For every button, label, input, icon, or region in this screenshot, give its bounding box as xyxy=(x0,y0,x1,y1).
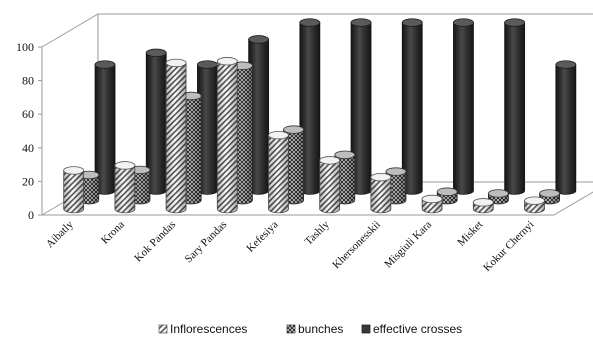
bar-inflorescences xyxy=(472,198,494,214)
legend-swatch xyxy=(286,324,296,334)
legend-label: effective crosses xyxy=(373,322,462,336)
bar-effective-crosses xyxy=(401,18,423,195)
legend-label: Inflorescences xyxy=(170,322,247,336)
y-tick-label: 20 xyxy=(22,174,34,188)
y-tick-label: 100 xyxy=(16,40,34,54)
bar-inflorescences xyxy=(421,194,443,214)
bar-inflorescences xyxy=(370,172,392,214)
bar-inflorescences xyxy=(319,156,341,214)
x-category-label: Kokur Chernyi xyxy=(481,219,536,274)
y-tick-label: 60 xyxy=(22,107,34,121)
x-category-label: Kefesiya xyxy=(244,219,280,255)
bar-inflorescences xyxy=(63,166,85,214)
x-category-label: Khersonesskii xyxy=(330,219,383,272)
y-tick-label: 40 xyxy=(22,141,34,155)
x-category-label: Misgiuli Kara xyxy=(382,219,434,271)
x-category-label: Sary Pandas xyxy=(183,219,230,266)
bar-effective-crosses xyxy=(504,18,526,195)
x-category-label: Tashly xyxy=(303,218,332,247)
legend-item-bunches: bunches xyxy=(286,322,343,336)
x-category-label: Misket xyxy=(455,219,485,249)
legend-item-effective-crosses: effective crosses xyxy=(361,322,462,336)
x-category-label: Aibatly xyxy=(44,218,76,250)
bar-inflorescences xyxy=(165,58,187,214)
x-category-label: Kok Pandas xyxy=(132,219,178,265)
bar-effective-crosses xyxy=(453,18,474,195)
legend-label: bunches xyxy=(298,322,343,336)
bar-effective-crosses xyxy=(555,60,577,195)
x-category-label: Krona xyxy=(99,219,127,247)
bar-effective-crosses xyxy=(248,35,270,195)
bar-inflorescences xyxy=(216,57,238,214)
bar-inflorescences xyxy=(268,130,289,214)
y-tick-label: 0 xyxy=(28,208,34,222)
y-tick-label: 80 xyxy=(22,74,34,88)
bar-effective-crosses xyxy=(350,18,372,195)
legend-swatch xyxy=(158,324,168,334)
legend-swatch xyxy=(361,324,371,334)
bar-inflorescences xyxy=(114,161,136,214)
bar-effective-crosses xyxy=(299,18,321,195)
legend-item-inflorescences: Inflorescences xyxy=(158,322,247,336)
bar-inflorescences xyxy=(524,196,545,214)
